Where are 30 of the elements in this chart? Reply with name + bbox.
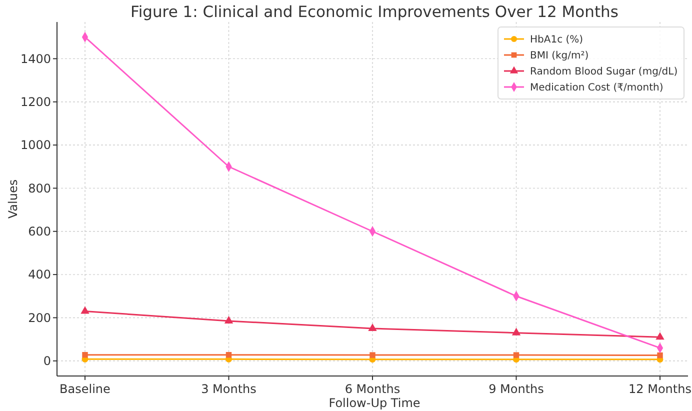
point	[224, 316, 234, 324]
point	[82, 352, 88, 358]
x-tick-label: 3 Months	[201, 382, 256, 396]
point	[226, 352, 232, 358]
x-tick-label: 12 Months	[628, 382, 692, 396]
x-axis-title: Follow-Up Time	[328, 396, 420, 410]
y-axis-title: Values	[6, 179, 20, 219]
y-tick-label: 600	[28, 224, 51, 239]
x-tick-label: 6 Months	[344, 382, 400, 396]
point	[512, 328, 521, 336]
legend-label: BMI (kg/m²)	[530, 50, 589, 62]
x-tick-label: Baseline	[60, 382, 110, 396]
point	[513, 352, 520, 358]
y-tick-label: 1200	[20, 95, 51, 110]
point	[80, 306, 90, 314]
y-tick-label: 1000	[20, 138, 51, 152]
x-tick-label: 9 Months	[488, 382, 544, 396]
y-tick-label: 200	[28, 310, 51, 325]
y-tick-label: 0	[43, 354, 51, 368]
y-tick-label: 800	[28, 181, 51, 196]
legend-label: HbA1c (%)	[530, 34, 584, 46]
y-tick-label: 1400	[20, 52, 51, 66]
legend-label: Medication Cost (₹/month)	[530, 82, 664, 94]
point	[656, 332, 664, 340]
point	[368, 323, 377, 332]
point	[657, 352, 663, 358]
y-tick-label: 400	[28, 268, 51, 282]
chart-title: Figure 1: Clinical and Economic Improvements Over 12 Months	[130, 3, 618, 21]
legend-label: Random Blood Sugar (mg/dL)	[530, 66, 678, 78]
point	[370, 352, 376, 358]
